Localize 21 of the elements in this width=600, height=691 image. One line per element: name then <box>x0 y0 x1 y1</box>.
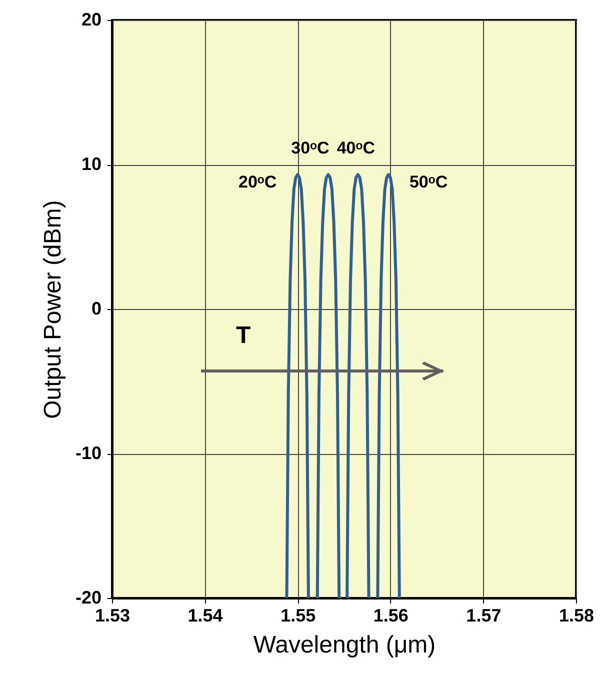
y-tick-label: 0 <box>91 298 102 318</box>
x-tick-label: 1.55 <box>280 606 316 626</box>
x-axis-title: Wavelength (μm) <box>253 632 436 658</box>
x-tick-label: 1.54 <box>188 606 223 626</box>
y-tick-label: 10 <box>81 154 102 174</box>
y-axis-title: Output Power (dBm) <box>39 200 66 419</box>
y-tick-label: -20 <box>75 588 102 608</box>
annotation: 50ᵒC <box>409 172 448 192</box>
line-series <box>346 173 370 598</box>
x-tick-label: 1.57 <box>466 606 502 626</box>
y-tick-label: -10 <box>75 443 102 463</box>
annotation: 40ᵒC <box>336 138 376 158</box>
x-tick-label: 1.58 <box>558 606 594 626</box>
y-tick-label: 20 <box>81 10 102 30</box>
annotation: 20ᵒC <box>238 172 277 192</box>
x-tick-label: 1.53 <box>94 606 130 626</box>
line-series <box>376 173 401 598</box>
x-tick-label: 1.56 <box>373 606 408 626</box>
annotation: T <box>236 322 251 350</box>
line-series <box>316 173 341 598</box>
line-series <box>285 173 310 598</box>
